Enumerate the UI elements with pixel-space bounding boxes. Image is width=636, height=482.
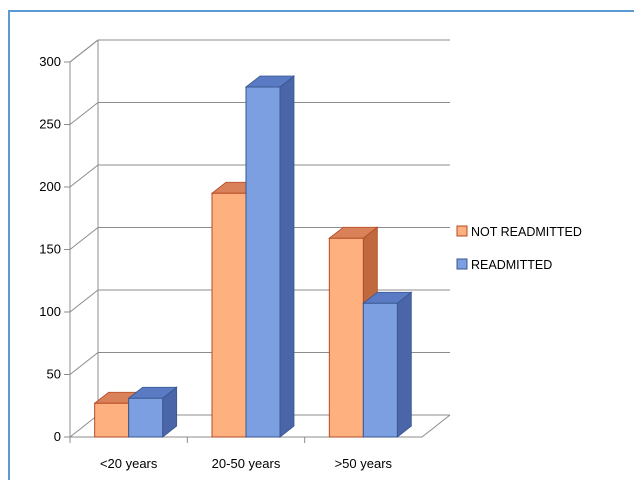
legend: NOT READMITTED READMITTED [456, 225, 582, 272]
x-tick-label: >50 years [335, 456, 393, 471]
y-tick-label: 0 [54, 429, 61, 444]
bar-front [245, 86, 281, 438]
bar [127, 386, 178, 438]
legend-label: READMITTED [471, 258, 552, 272]
y-tick-label: 100 [39, 304, 61, 319]
x-tick-label: 20-50 years [212, 456, 281, 471]
x-tick-label: <20 years [100, 456, 158, 471]
legend-swatch [456, 225, 468, 237]
bar [362, 291, 413, 438]
gridline [69, 164, 450, 188]
y-tick-label: 200 [39, 179, 61, 194]
bar-front [211, 192, 247, 438]
bar-side [279, 75, 295, 438]
bar-side [396, 291, 412, 438]
legend-label: NOT READMITTED [471, 225, 582, 239]
x-axis-ticks: <20 years 20-50 years >50 years [69, 437, 393, 471]
gridline [69, 227, 450, 250]
bar-front [128, 397, 164, 438]
bar-front [362, 302, 398, 438]
chart-frame [8, 10, 634, 480]
bar-front [94, 402, 130, 438]
gridline [69, 39, 450, 63]
y-tick-label: 250 [39, 117, 61, 132]
bar-front [328, 237, 364, 438]
bar [244, 75, 296, 438]
y-tick-label: 300 [39, 54, 61, 69]
y-axis-ticks: 0 50 100 150 200 250 300 [39, 54, 70, 444]
y-tick-label: 150 [39, 242, 61, 257]
bars [93, 75, 413, 438]
y-tick-label: 50 [47, 367, 61, 382]
legend-swatch [456, 258, 468, 270]
gridline [69, 102, 450, 125]
